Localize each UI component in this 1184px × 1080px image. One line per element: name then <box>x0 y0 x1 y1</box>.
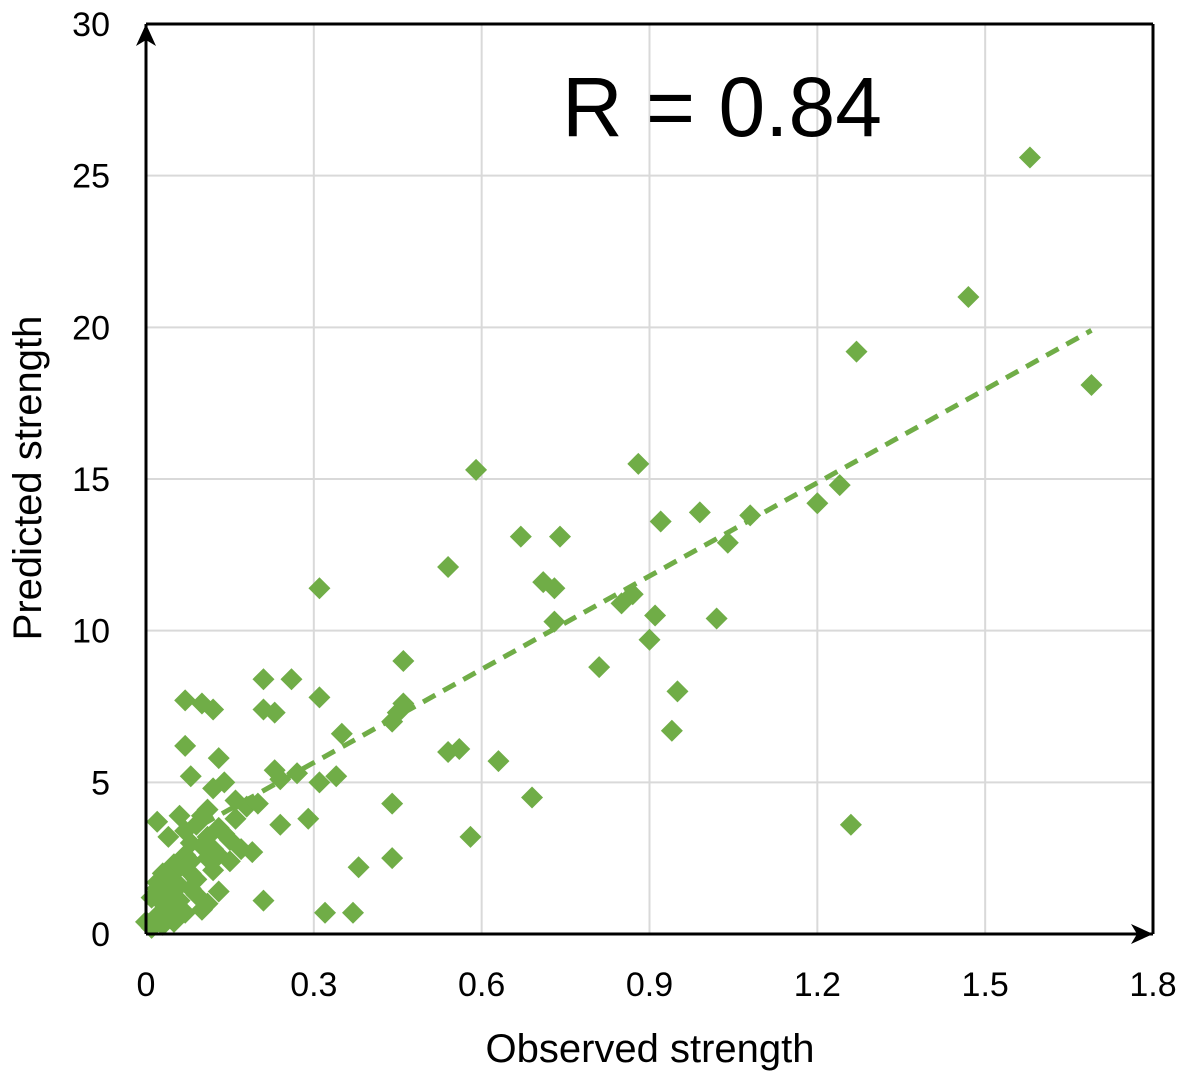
data-point <box>543 577 566 600</box>
x-axis-arrow <box>1131 924 1153 944</box>
data-point <box>196 798 219 821</box>
data-point <box>308 577 331 600</box>
x-tick-label: 0.9 <box>626 966 673 1004</box>
data-point <box>459 825 482 848</box>
data-point <box>509 525 532 548</box>
data-point <box>448 737 471 760</box>
data-point <box>845 340 868 363</box>
x-tick-label: 0.6 <box>458 966 505 1004</box>
data-point <box>174 689 197 712</box>
data-point <box>325 765 348 788</box>
data-point <box>330 722 353 745</box>
data-point <box>610 592 633 615</box>
x-tick-label: 1.2 <box>794 966 841 1004</box>
data-point <box>381 710 404 733</box>
data-point <box>202 777 225 800</box>
data-point <box>263 701 286 724</box>
data-point <box>146 810 169 833</box>
data-point <box>146 877 169 900</box>
data-point <box>179 877 202 900</box>
data-point <box>308 686 331 709</box>
data-point <box>179 765 202 788</box>
data-point <box>548 525 571 548</box>
data-points <box>135 146 1103 939</box>
data-point <box>588 656 611 679</box>
data-point <box>1080 373 1103 396</box>
data-point <box>739 504 762 527</box>
data-point <box>465 458 488 481</box>
data-point <box>392 650 415 672</box>
data-point <box>190 835 213 858</box>
x-tick-label: 1.5 <box>962 966 1009 1004</box>
data-point <box>381 847 404 870</box>
data-point <box>207 747 230 770</box>
data-point <box>314 901 337 924</box>
x-tick-label: 0 <box>137 966 156 1004</box>
data-point <box>716 531 739 554</box>
data-point <box>806 492 829 515</box>
y-tick-label: 15 <box>72 461 110 499</box>
data-point <box>241 841 264 864</box>
data-point <box>224 807 247 830</box>
data-point <box>1018 146 1041 169</box>
data-point <box>286 762 309 785</box>
data-point <box>297 807 320 830</box>
data-point <box>627 452 650 475</box>
data-point <box>649 510 672 533</box>
data-point <box>174 819 197 842</box>
data-point <box>280 668 303 691</box>
data-point <box>688 501 711 524</box>
data-point <box>252 668 275 691</box>
grid-lines <box>146 24 1153 934</box>
y-tick-label: 20 <box>72 309 110 347</box>
y-axis-arrow <box>136 24 156 46</box>
data-point <box>666 680 689 703</box>
data-point <box>157 825 180 848</box>
y-tick-label: 0 <box>91 916 110 954</box>
y-tick-label: 5 <box>91 764 110 802</box>
data-point <box>341 901 364 924</box>
data-point <box>179 850 202 873</box>
data-point <box>660 719 683 742</box>
trendline-group <box>200 328 1093 827</box>
data-point <box>252 889 275 912</box>
x-tick-label: 1.8 <box>1129 966 1176 1004</box>
data-point <box>269 813 292 836</box>
data-point <box>207 880 230 903</box>
data-point <box>543 610 566 633</box>
y-tick-label: 10 <box>72 613 110 651</box>
data-point <box>213 822 236 845</box>
y-axis-title: Predicted strength <box>6 316 50 641</box>
data-point <box>174 734 197 757</box>
correlation-annotation: R = 0.84 <box>562 60 882 154</box>
data-point <box>705 607 728 630</box>
data-point <box>839 813 862 836</box>
data-point <box>308 771 331 794</box>
data-point <box>957 286 980 308</box>
data-point <box>162 910 185 933</box>
x-axis-title: Observed strength <box>485 1027 814 1071</box>
data-point <box>644 604 667 627</box>
y-tick-label: 25 <box>72 158 110 196</box>
data-point <box>190 898 213 921</box>
x-tick-labels: 0 0.3 0.6 0.9 1.2 1.5 1.8 <box>137 966 1177 1004</box>
data-point <box>207 844 230 867</box>
data-point <box>437 555 460 578</box>
data-point <box>269 768 292 791</box>
data-point <box>828 474 851 497</box>
data-point <box>487 750 510 773</box>
y-tick-labels: 0 5 10 15 20 25 30 <box>72 6 110 954</box>
x-tick-label: 0.3 <box>290 966 337 1004</box>
y-tick-label: 30 <box>72 6 110 44</box>
data-point <box>381 792 404 815</box>
data-point <box>202 698 225 721</box>
data-point <box>638 628 661 651</box>
trendline <box>200 328 1093 827</box>
data-point <box>246 792 269 815</box>
data-point <box>224 789 247 812</box>
data-point <box>521 786 544 809</box>
data-point <box>157 865 180 888</box>
data-point <box>347 856 370 879</box>
